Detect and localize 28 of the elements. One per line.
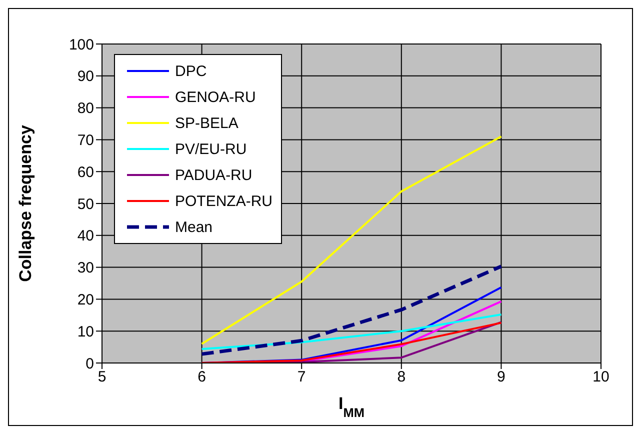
y-tick-label: 90: [77, 68, 94, 86]
x-tick-label: 6: [198, 368, 206, 386]
line-series: [200, 314, 502, 350]
legend-label: POTENZA-RU: [175, 192, 272, 210]
y-tick-label: 0: [86, 355, 94, 372]
x-tick-label: 9: [497, 368, 506, 386]
x-axis-title: I$_{MM}$: [338, 394, 364, 420]
x-tick-label: 10: [592, 368, 610, 386]
legend-label: DPC: [175, 62, 207, 80]
legend-label: GENOA-RU: [175, 88, 256, 106]
y-tick-label: 40: [77, 228, 94, 245]
y-tick-label: 50: [77, 196, 94, 213]
y-tick-label: 10: [77, 323, 94, 340]
y-tick-label: 100: [68, 36, 94, 54]
y-axis-title: Collapse frequency: [16, 124, 35, 282]
legend-label: PADUA-RU: [175, 166, 252, 184]
legend-label: PV/EU-RU: [175, 140, 247, 158]
y-tick-label: 70: [77, 132, 94, 150]
y-tick-label: 30: [77, 260, 94, 277]
y-tick-label: 60: [77, 164, 94, 181]
legend-label: Mean: [175, 218, 213, 236]
x-tick-label: 8: [397, 368, 406, 386]
y-tick-label: 20: [77, 292, 94, 309]
legend-label: SP-BELA: [175, 114, 238, 132]
x-tick-label: 7: [297, 368, 306, 386]
y-tick-label: 80: [77, 100, 94, 118]
line-series: [200, 264, 503, 356]
x-tick-label: 5: [98, 368, 106, 386]
